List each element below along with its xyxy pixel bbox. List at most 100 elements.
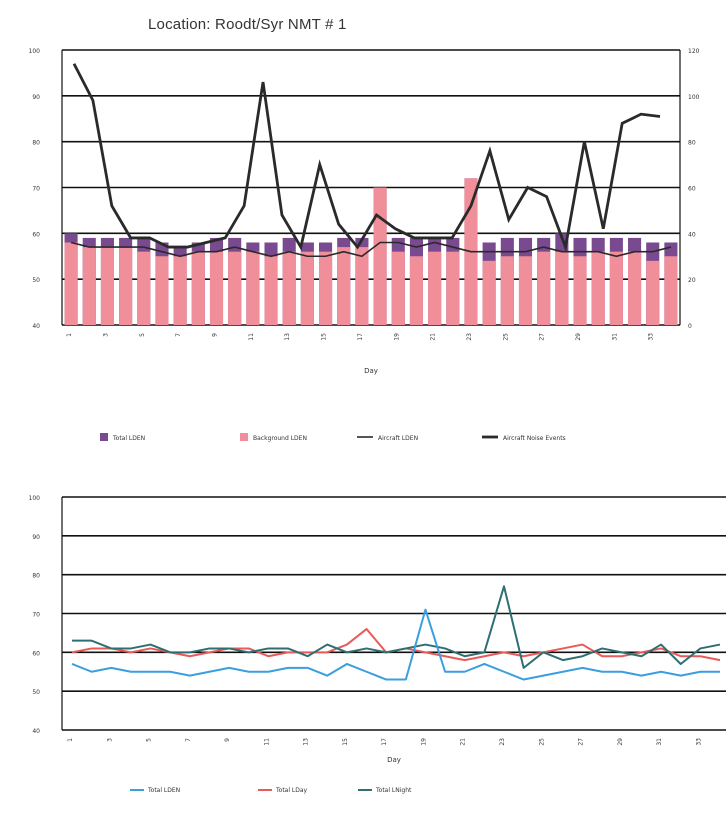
bar-background-lden — [264, 256, 278, 325]
x-tick-label: 7 — [185, 738, 192, 742]
x-tick-label: 17 — [357, 333, 364, 341]
x-tick-label: 29 — [617, 738, 624, 746]
legend: Total LDEN Background LDEN Aircraft LDEN Ai… — [100, 433, 566, 442]
bar-background-lden — [500, 256, 514, 325]
bar-background-lden — [609, 251, 623, 325]
x-tick-label: 27 — [539, 333, 546, 341]
bar-background-lden — [355, 247, 369, 325]
legend-label: Background LDEN — [253, 435, 307, 442]
x-axis-label: Day — [387, 756, 401, 764]
x-tick-label: 3 — [102, 333, 109, 337]
x-tick-label: 19 — [420, 738, 427, 746]
x-tick-label: 31 — [656, 738, 663, 746]
x-tick-label: 9 — [224, 738, 231, 742]
legend-swatch — [240, 433, 248, 441]
x-tick-label: 33 — [695, 738, 702, 746]
bar-background-lden — [573, 256, 587, 325]
line-aircraft-noise-events — [72, 63, 661, 253]
bar-background-lden — [155, 256, 169, 325]
x-tick-label: 15 — [321, 333, 328, 341]
bar-background-lden — [119, 247, 133, 325]
y2-tick-label: 40 — [688, 231, 696, 238]
y-tick-label: 90 — [32, 534, 40, 541]
y-tick-label: 40 — [32, 728, 40, 735]
bar-background-lden — [373, 187, 387, 325]
bar-background-lden — [628, 251, 642, 325]
legend-swatch — [100, 433, 108, 441]
legend-label: Total LDEN — [147, 787, 180, 794]
x-tick-label: 11 — [263, 738, 270, 746]
y2-tick-label: 60 — [688, 186, 696, 193]
x-tick-label: 7 — [175, 333, 182, 337]
y-tick-label: 100 — [29, 48, 41, 55]
bar-background-lden — [446, 251, 460, 325]
line-series — [70, 63, 672, 258]
x-tick-label: 13 — [284, 333, 291, 341]
x-tick-label: 23 — [499, 738, 506, 746]
x-tick-label: 19 — [393, 333, 400, 341]
x-tick-label: 13 — [303, 738, 310, 746]
y-tick-label: 100 — [29, 495, 41, 502]
legend: Total LDEN Total LDay Total LNight — [130, 787, 412, 794]
x-tick-label: 1 — [66, 333, 73, 337]
bar-background-lden — [319, 251, 333, 325]
bar-background-lden — [555, 251, 569, 325]
line-aircraft-lden — [70, 241, 672, 258]
legend-label: Total LNight — [375, 787, 412, 794]
grid — [62, 49, 680, 326]
x-tick-label: 27 — [578, 738, 585, 746]
legend-label: Aircraft LDEN — [378, 435, 418, 442]
x-tick-label: 9 — [212, 333, 219, 337]
bar-background-lden — [282, 251, 296, 325]
bar-background-lden — [664, 256, 678, 325]
y-tick-label: 80 — [32, 140, 40, 147]
bar-background-lden — [191, 251, 205, 325]
bar-background-lden — [537, 251, 551, 325]
x-tick-label: 23 — [466, 333, 473, 341]
bar-background-lden — [482, 260, 496, 325]
x-tick-label: 31 — [611, 333, 618, 341]
y-tick-label: 70 — [32, 186, 40, 193]
bar-background-lden — [646, 260, 660, 325]
grid — [62, 496, 726, 731]
bar-background-lden — [300, 251, 314, 325]
line-series — [71, 585, 721, 681]
bar-background-lden — [228, 251, 242, 325]
y-tick-label: 90 — [32, 94, 40, 101]
x-tick-label: 5 — [146, 738, 153, 742]
bar-background-lden — [246, 251, 260, 325]
x-tick-label: 11 — [248, 333, 255, 341]
line-total-lnight — [72, 585, 721, 669]
x-tick-label: 25 — [502, 333, 509, 341]
x-tick-label: 21 — [460, 738, 467, 746]
bar-background-lden — [137, 251, 151, 325]
y2-tick-label: 0 — [688, 323, 692, 330]
y-tick-label: 60 — [32, 231, 40, 238]
y2-tick-label: 100 — [688, 94, 700, 101]
x-tick-label: 33 — [648, 333, 655, 341]
line-total-lden — [71, 608, 720, 681]
bar-background-lden — [100, 247, 114, 325]
y2-tick-label: 20 — [688, 277, 696, 284]
line-total-lday — [71, 628, 721, 662]
bar-background-lden — [64, 242, 78, 325]
bar-background-lden — [591, 251, 605, 325]
y2-tick-label: 120 — [688, 48, 700, 55]
x-tick-label: 17 — [381, 738, 388, 746]
x-tick-label: 5 — [139, 333, 146, 337]
x-tick-label: 25 — [538, 738, 545, 746]
bar-series — [64, 178, 678, 325]
bar-background-lden — [209, 251, 224, 325]
x-tick-label: 3 — [106, 738, 113, 742]
bar-background-lden — [82, 247, 96, 325]
y2-tick-label: 80 — [688, 140, 696, 147]
x-axis-label: Day — [364, 367, 378, 375]
bar-background-lden — [409, 256, 423, 325]
x-tick-label: 15 — [342, 738, 349, 746]
x-tick-label: 29 — [575, 333, 582, 341]
x-tick-label: 1 — [67, 738, 74, 742]
